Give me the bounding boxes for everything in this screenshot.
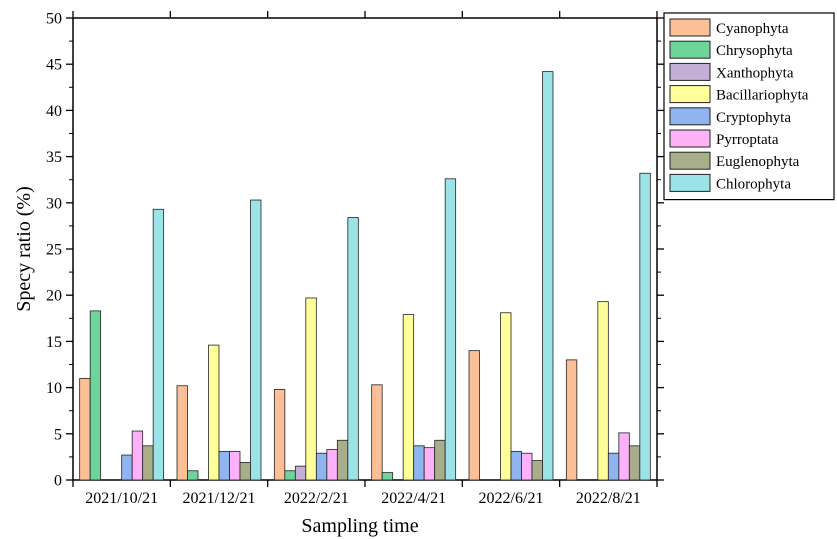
legend-label: Cryptophyta (716, 110, 791, 126)
y-tick-label: 15 (46, 334, 62, 351)
bar (273, 389, 286, 481)
legend-label: Chlorophyta (716, 176, 791, 192)
bar (326, 449, 338, 481)
x-tick-label: 2022/2/21 (284, 490, 349, 507)
legend-label: Xanthophyta (716, 65, 794, 81)
bar (142, 445, 154, 481)
x-axis-title: Sampling time (301, 515, 418, 537)
legend-label: Euglenophyta (716, 154, 800, 170)
x-tick-label: 2021/10/21 (85, 490, 158, 507)
bar (305, 297, 317, 481)
y-axis-title: Specy ratio (%) (13, 186, 35, 312)
legend-label: Bacillariophyta (716, 88, 809, 104)
legend-label: Chrysophyta (716, 43, 793, 59)
bar (347, 217, 359, 481)
legend-swatch (669, 62, 711, 81)
bar (500, 312, 512, 481)
bar (250, 199, 262, 481)
bar (131, 430, 144, 481)
legend-swatch (669, 107, 711, 126)
bar (381, 472, 394, 481)
bar (413, 445, 425, 481)
legend-swatch (669, 173, 711, 192)
legend-swatch (669, 40, 711, 59)
legend-swatch (669, 129, 711, 148)
bar (187, 470, 199, 481)
bar (434, 439, 446, 481)
x-tick-label: 2022/4/21 (381, 490, 446, 507)
bar (208, 344, 220, 481)
bar (565, 359, 578, 481)
bar (79, 377, 91, 481)
bar (542, 71, 554, 481)
bar (152, 208, 165, 481)
legend-swatch (669, 151, 711, 170)
y-tick-label: 5 (54, 426, 62, 443)
bar (521, 452, 533, 481)
legend-swatch (669, 18, 711, 37)
legend-swatch (669, 85, 711, 104)
y-tick-label: 35 (46, 149, 62, 166)
y-tick-label: 20 (46, 288, 62, 305)
y-tick-label: 45 (46, 57, 62, 74)
bar (618, 432, 630, 481)
x-tick-label: 2021/12/21 (183, 490, 256, 507)
bar (239, 462, 251, 481)
bar (597, 301, 609, 481)
axes: 0 5 10 15 20 25 30 35 40 45 50 2021/10/21 2021/12/21… (46, 11, 664, 507)
bar (607, 452, 620, 481)
y-tick-label: 40 (46, 103, 62, 120)
bar (89, 310, 102, 481)
bar (294, 465, 307, 481)
bar (510, 450, 522, 481)
bar (628, 445, 641, 481)
bar (121, 454, 133, 481)
x-tick-label: 2022/8/21 (576, 490, 641, 507)
bar (423, 447, 436, 481)
legend-label: Pyrroptata (716, 132, 779, 148)
y-tick-label: 50 (46, 11, 62, 28)
bar (468, 350, 480, 481)
bar (176, 385, 188, 481)
bar (639, 172, 651, 481)
legend: Cyanophyta Chrysophyta Xanthophyta Bacillar… (663, 12, 835, 201)
bar (371, 384, 383, 481)
bar (402, 314, 415, 481)
bar (444, 178, 457, 481)
y-tick-label: 10 (46, 380, 62, 397)
bar (336, 439, 349, 481)
bar (531, 460, 543, 481)
bars (79, 71, 651, 481)
y-tick-label: 25 (46, 242, 62, 259)
bar (218, 450, 230, 481)
y-tick-label: 0 (54, 473, 62, 490)
legend-label: Cyanophyta (716, 21, 789, 37)
y-tick-label: 30 (46, 195, 62, 212)
bar (229, 450, 241, 481)
bar (315, 452, 328, 481)
x-tick-label: 2022/6/21 (479, 490, 544, 507)
bar (284, 470, 296, 481)
